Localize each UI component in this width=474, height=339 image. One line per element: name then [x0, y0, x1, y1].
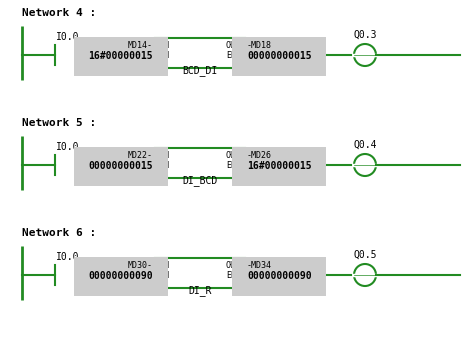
Text: -MD34: -MD34: [247, 261, 272, 270]
Text: IN: IN: [159, 41, 169, 50]
Text: Q0.4: Q0.4: [353, 140, 377, 150]
Text: MD30-: MD30-: [128, 261, 153, 270]
Text: EN: EN: [159, 271, 169, 280]
Text: -MD26: -MD26: [247, 151, 272, 160]
Text: BCD_DI: BCD_DI: [182, 65, 218, 76]
Text: I0.0: I0.0: [56, 252, 79, 262]
Text: Q0.3: Q0.3: [353, 30, 377, 40]
Text: DI_BCD: DI_BCD: [182, 175, 218, 186]
Text: -MD18: -MD18: [247, 41, 272, 50]
Text: Network 4 :: Network 4 :: [22, 8, 96, 18]
Text: 16#00000015: 16#00000015: [88, 51, 153, 61]
Text: Network 6 :: Network 6 :: [22, 228, 96, 238]
Text: 16#00000015: 16#00000015: [247, 161, 311, 171]
Text: OUT: OUT: [226, 151, 241, 160]
Text: OUT: OUT: [226, 261, 241, 270]
Text: 00000000015: 00000000015: [88, 161, 153, 171]
Text: MD14-: MD14-: [128, 41, 153, 50]
Text: IN: IN: [159, 261, 169, 270]
Bar: [155, 148, 245, 178]
Text: DI_R: DI_R: [188, 285, 212, 296]
Text: ENO: ENO: [226, 161, 241, 170]
Text: I0.0: I0.0: [56, 142, 79, 152]
Text: EN: EN: [159, 51, 169, 60]
Text: EN: EN: [159, 161, 169, 170]
Text: ENO: ENO: [226, 271, 241, 280]
Bar: [155, 38, 245, 68]
Text: MD22-: MD22-: [128, 151, 153, 160]
Text: OUT: OUT: [226, 41, 241, 50]
Text: Q0.5: Q0.5: [353, 250, 377, 260]
Text: 00000000090: 00000000090: [247, 271, 311, 281]
Text: 00000000090: 00000000090: [88, 271, 153, 281]
Text: Network 5 :: Network 5 :: [22, 118, 96, 128]
Bar: [155, 258, 245, 288]
Text: I0.0: I0.0: [56, 32, 79, 42]
Text: 00000000015: 00000000015: [247, 51, 311, 61]
Text: IN: IN: [159, 151, 169, 160]
Text: ENO: ENO: [226, 51, 241, 60]
